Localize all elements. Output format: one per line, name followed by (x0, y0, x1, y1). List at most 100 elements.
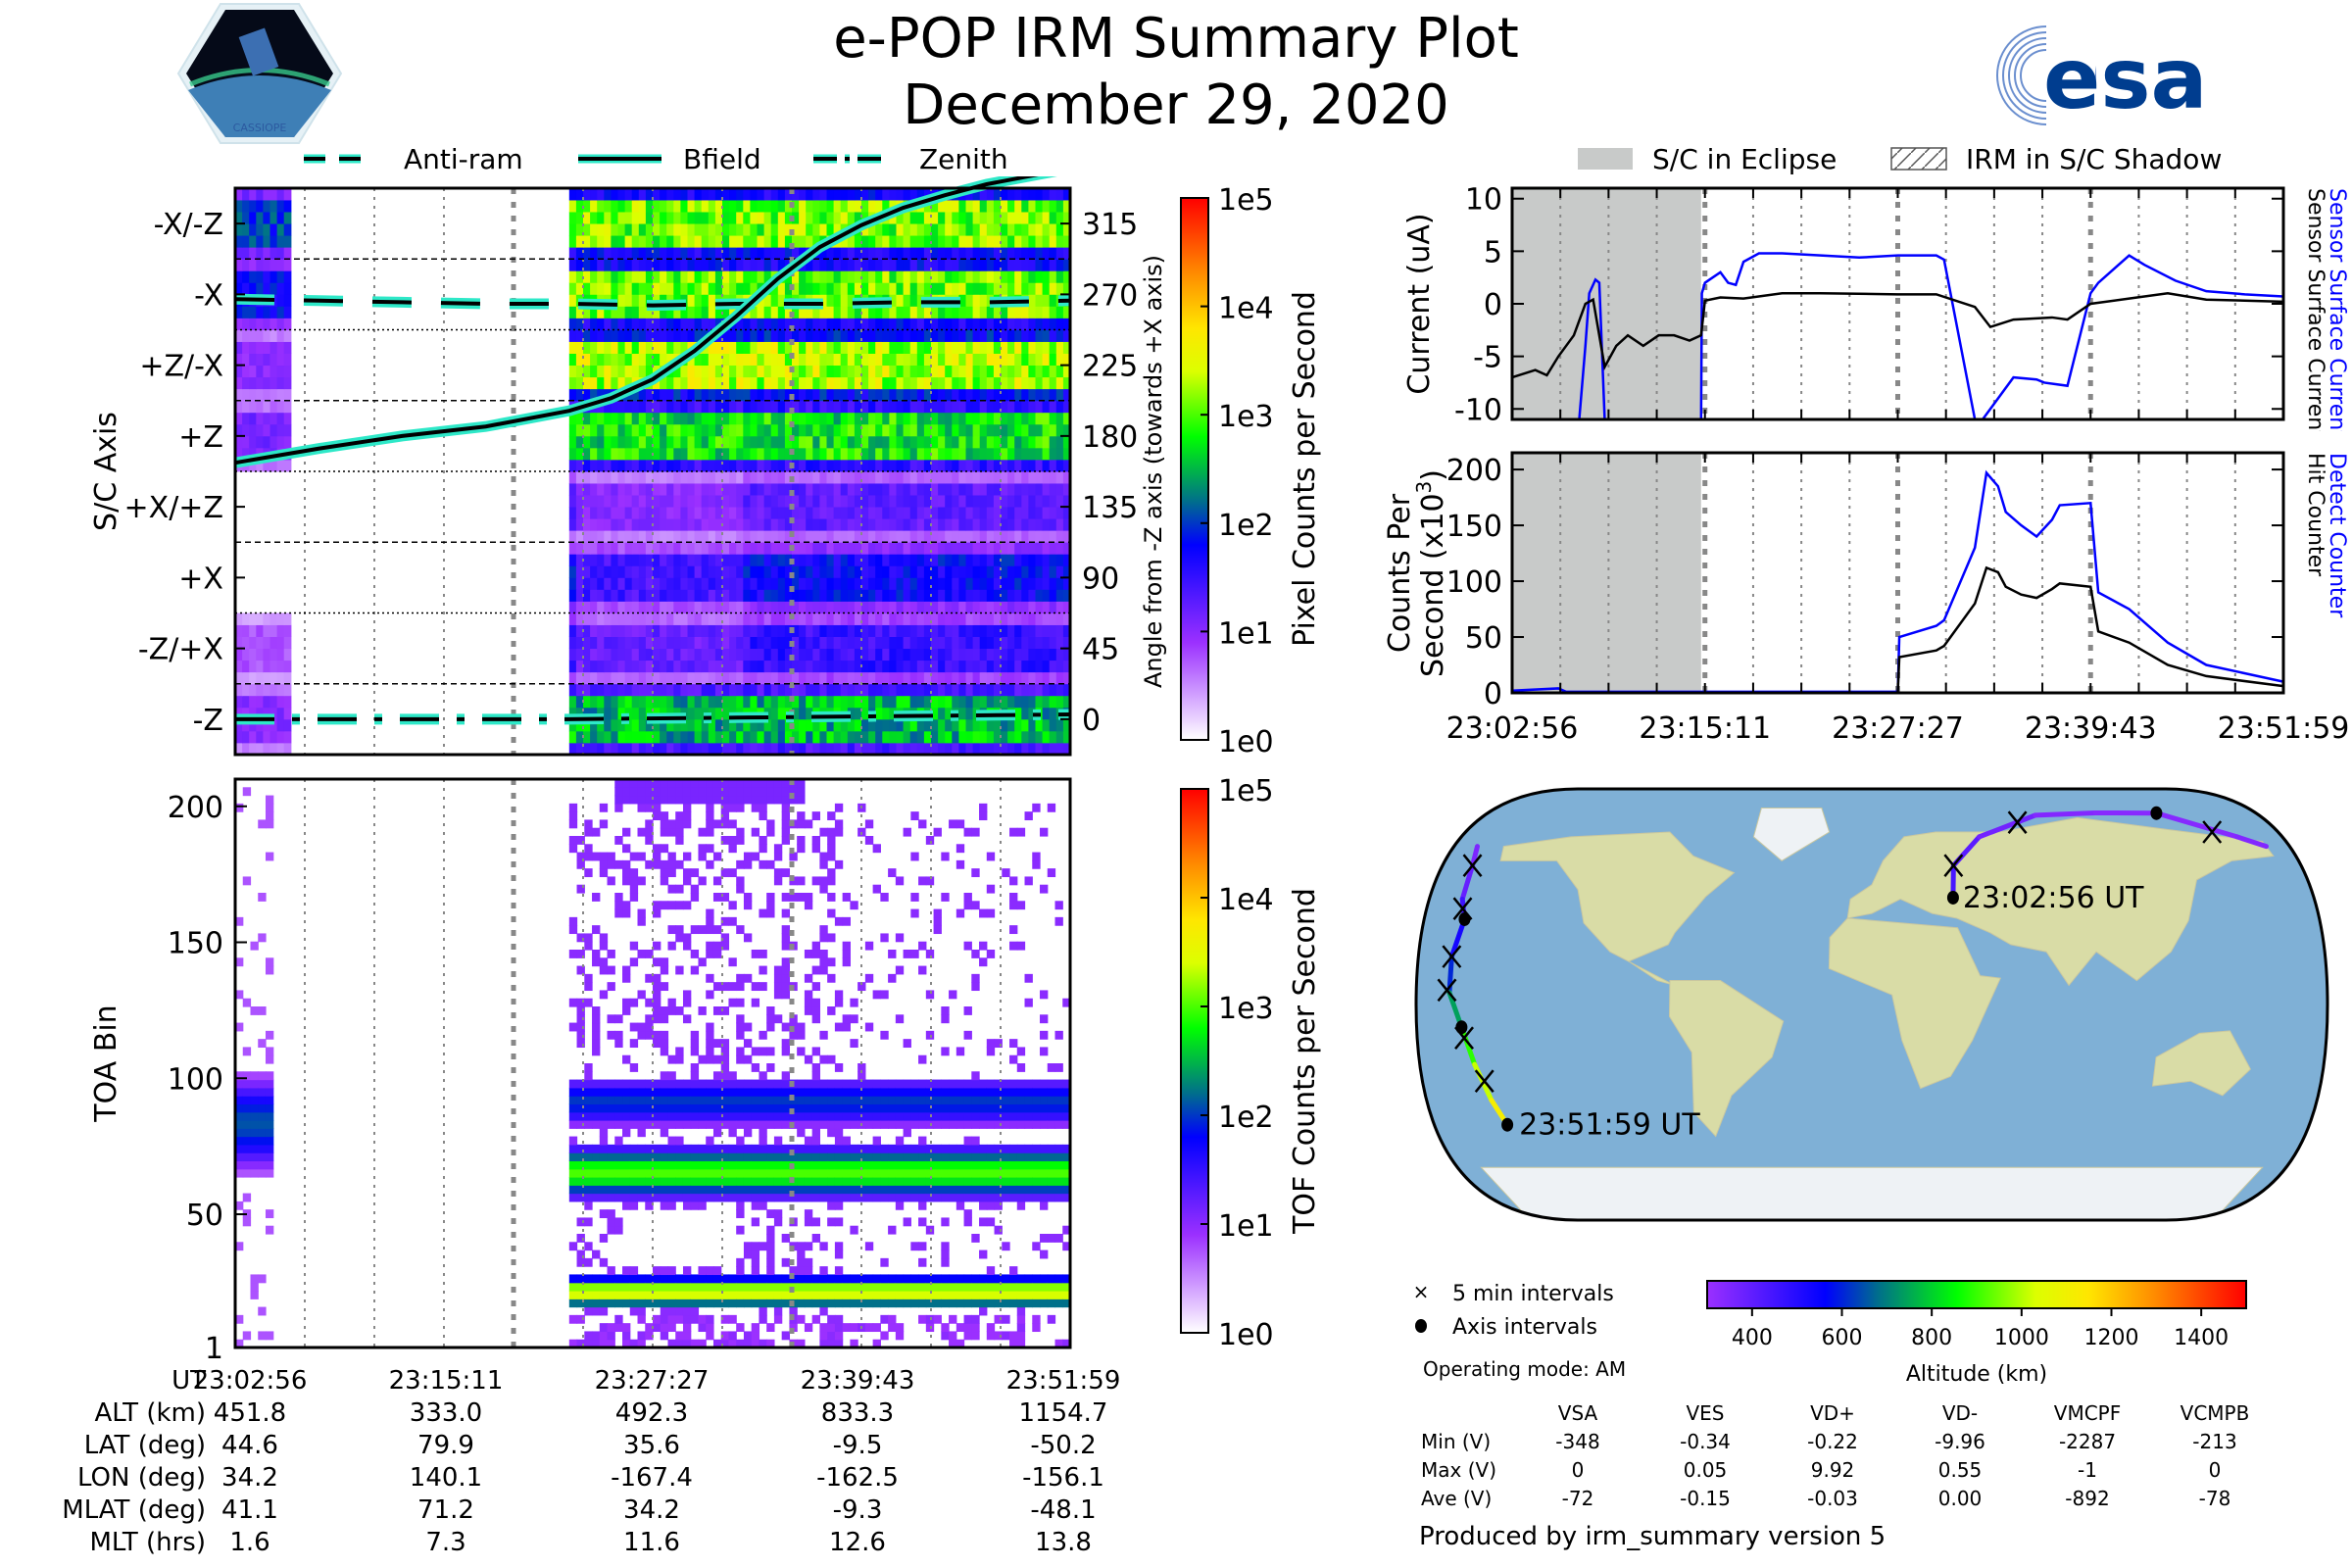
page-date: December 29, 2020 (903, 74, 1449, 137)
right-series-label: Sensor Surface Current (2303, 188, 2328, 431)
colorbar-tick-label: 800 (1911, 1326, 1952, 1350)
track-start-label: 23:02:56 UT (1963, 881, 2144, 915)
y-tick-label: -10 (1454, 393, 1502, 427)
voltage-row-label: Min (V) (1421, 1430, 1492, 1453)
five-min-marker (1474, 1069, 1494, 1094)
right-series-label: Hit Counter (2303, 453, 2328, 577)
colorbar-tick-label: 1000 (1994, 1326, 2049, 1350)
track-segment (1459, 862, 1476, 902)
x-tick-label: 23:15:11 (1639, 711, 1771, 746)
ephemeris-row-label: MLT (hrs) (89, 1528, 207, 1557)
colorbar-label: Pixel Counts per Second (1288, 291, 1322, 647)
five-min-marker (2202, 820, 2223, 844)
esa-wordmark: esa (2043, 30, 2208, 128)
y-tick-label: 200 (168, 791, 223, 825)
y-tick-label: -X/-Z (154, 208, 223, 242)
five-min-marker (1437, 978, 1457, 1003)
five-min-marker (1943, 854, 1964, 878)
line-zenith (235, 712, 1071, 721)
voltage-column-header: VCMPB (2180, 1401, 2250, 1425)
australia (2151, 1030, 2251, 1097)
ephemeris-cell: 71.2 (417, 1495, 474, 1525)
spectrogram-cells (235, 188, 1071, 756)
angle-spectrogram: -X/-Z 315 -X 270 +Z/-X 225 +Z 180 +X/+Z 135 +X 90 -Z… (89, 176, 1322, 760)
voltage-row-label: Ave (V) (1421, 1487, 1493, 1510)
legend-label: IRM in S/C Shadow (1966, 143, 2222, 175)
plot-frame (233, 186, 1072, 757)
colorbar-tick-label: 600 (1822, 1326, 1863, 1350)
ephemeris-cell: 23:15:11 (388, 1366, 504, 1396)
voltage-cell: 9.92 (1810, 1458, 1855, 1482)
track-segment (1470, 844, 1481, 868)
ephemeris-cell: 13.8 (1035, 1528, 1092, 1557)
voltage-cell: -2287 (2058, 1430, 2117, 1453)
colorbar-tick-label: 1e1 (1218, 1209, 1274, 1244)
ephemeris-cell: 140.1 (409, 1463, 483, 1493)
legend-zenith: Zenith (813, 143, 1008, 175)
x-tick-label: 23:27:27 (1832, 711, 1964, 746)
eclipse-legend: S/C in Eclipse IRM in S/C Shadow (1568, 139, 2254, 178)
voltage-cell: -72 (1561, 1487, 1594, 1510)
voltage-cell: -213 (2192, 1430, 2237, 1453)
ephemeris-cell: 23:27:27 (594, 1366, 710, 1396)
ephemeris-cell: 333.0 (409, 1398, 483, 1428)
voltage-cell: 0.55 (1937, 1458, 1983, 1482)
y-tick-label: 5 (1484, 235, 1502, 270)
cassiope-caption: CASSIOPE (233, 122, 287, 134)
shadow-swatch (1890, 147, 1947, 171)
y-tick-label: +Z (178, 420, 223, 455)
y-tick-label: -X (194, 278, 223, 313)
antarctica (1480, 1166, 2264, 1220)
colorbar-tick-label: 1e5 (1218, 183, 1274, 218)
current-plot: -10 -5 0 5 10 Sensor Surface Current x 5Senso… (1402, 183, 2349, 431)
ephemeris-cell: 44.6 (221, 1431, 278, 1460)
colorbar-tick-label: 1e4 (1218, 292, 1274, 326)
y-tick-label-right: 270 (1082, 278, 1138, 313)
colorbar-tick-label: 1400 (2174, 1326, 2229, 1350)
y-tick-label: 200 (1446, 454, 1502, 488)
dot-marker-icon (1415, 1319, 1427, 1333)
voltage-cell: -0.03 (1807, 1487, 1858, 1510)
eurasia (1846, 816, 2275, 987)
map-legend: × 5 min intervals Axis intervals 400 600 800 1… (1413, 1280, 2247, 1387)
track-segment (2033, 809, 2098, 818)
voltage-column-header: VSA (1557, 1401, 1598, 1425)
voltage-cell: 0.00 (1937, 1487, 1983, 1510)
ephemeris-cell: 492.3 (614, 1398, 689, 1428)
voltage-cell: -1 (2078, 1458, 2097, 1482)
axis-interval-marker (1501, 1117, 1514, 1132)
colorbar-tick-label: 1e0 (1218, 725, 1274, 760)
voltage-cell: 0 (1571, 1458, 1585, 1482)
ephemeris-cell: 79.9 (417, 1431, 474, 1460)
ephemeris-cell: -48.1 (1030, 1495, 1097, 1525)
ephemeris-row-label: LON (deg) (76, 1463, 206, 1493)
africa (1828, 917, 2001, 1090)
line-anti-ram (234, 297, 1071, 308)
ephemeris-row-label: LAT (deg) (83, 1431, 206, 1460)
y-tick-label: 1 (205, 1332, 223, 1362)
ephemeris-cell: 23:02:56 (192, 1366, 308, 1396)
five-min-marker (2007, 810, 2028, 835)
ephemeris-cell: 1.6 (229, 1528, 270, 1557)
north-america (1499, 831, 1736, 986)
voltage-cell: -9.96 (1935, 1430, 1985, 1453)
voltage-table: VSA VES VD+ VD- VMCPF VCMPB Min (V) -348 -0.34 -0… (1421, 1399, 2303, 1517)
x-marker-icon: × (1413, 1280, 1430, 1303)
colorbar-tick-label: 1e4 (1218, 883, 1274, 917)
y-tick-label: 0 (1484, 677, 1502, 711)
spectrogram-cells (235, 779, 1071, 1348)
voltage-cell: 0.05 (1683, 1458, 1728, 1482)
y-tick-label: +X/+Z (124, 491, 223, 525)
right-series-label: Detect Counter (2325, 453, 2349, 618)
line-bfield (234, 176, 1039, 466)
y-tick-label: -5 (1473, 341, 1502, 375)
y-tick-label-right: 135 (1082, 491, 1138, 525)
y-tick-label: +Z/-X (139, 350, 223, 384)
altitude-colorbar (1706, 1280, 2247, 1309)
five-min-marker (1442, 945, 1462, 968)
voltage-column-header: VD+ (1810, 1401, 1855, 1425)
ephemeris-cell: 451.8 (213, 1398, 287, 1428)
y-axis-label-right: Angle from -Z axis (towards +X axis) (1140, 255, 1167, 688)
y-tick-label-right: 90 (1082, 562, 1119, 596)
